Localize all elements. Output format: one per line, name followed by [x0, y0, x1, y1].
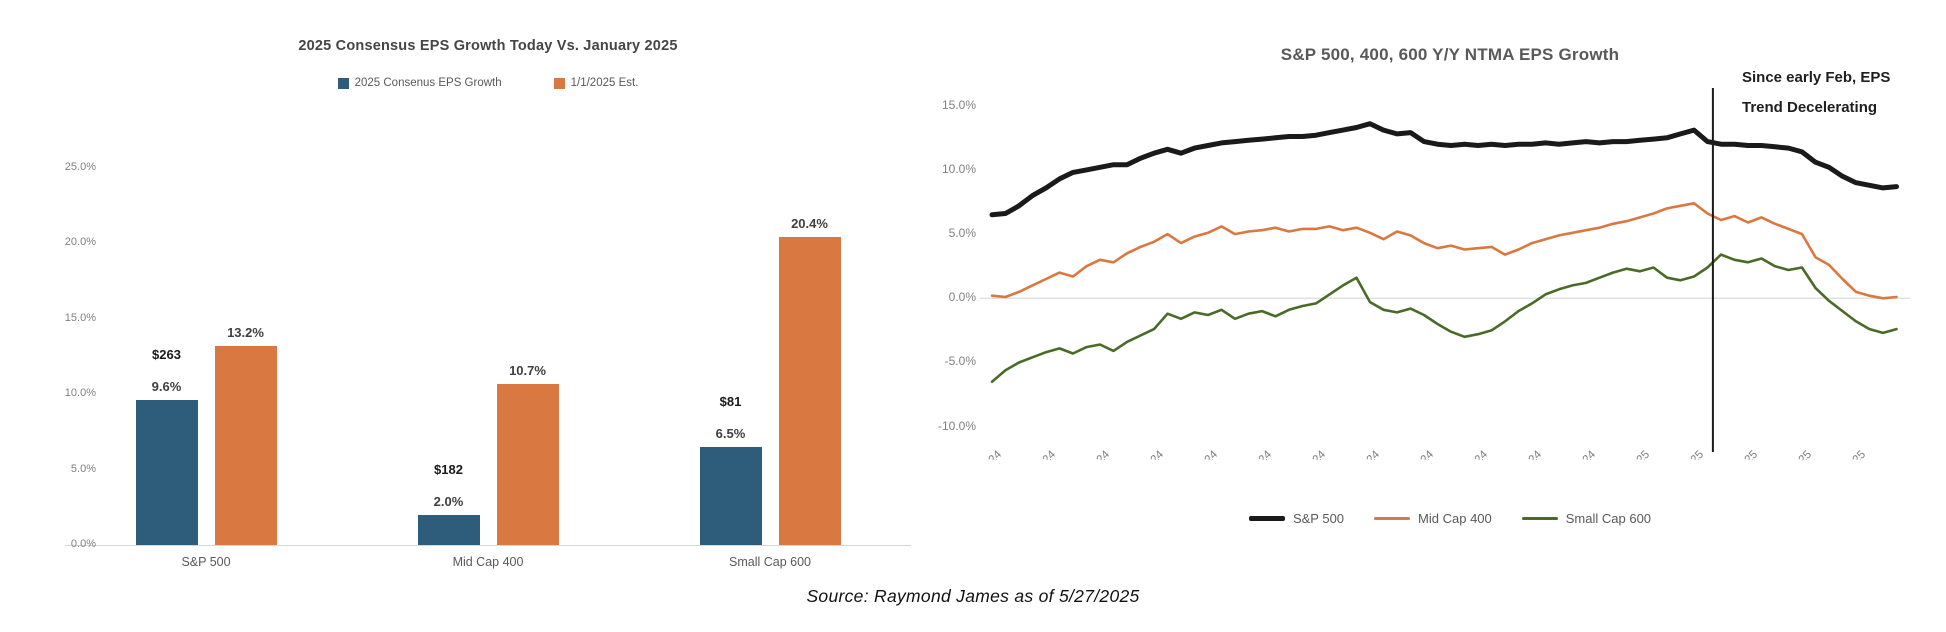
series-line-orange	[990, 202, 1898, 300]
bar-value-label: 9.6%	[151, 379, 182, 395]
x-tick-label: 4/3/2025	[1774, 449, 1814, 460]
x-tick-label: 12/3/2024	[1553, 448, 1598, 460]
bar-blue	[699, 446, 762, 545]
legend-label: S&P 500	[1292, 511, 1345, 526]
category-label: S&P 500	[181, 555, 231, 569]
x-tick-label: 11/3/2024	[1500, 448, 1544, 460]
trend-annotation-line2: Trend Decelerating	[1742, 99, 1878, 116]
y-tick-label: 15.0%	[64, 311, 96, 324]
bar-value-label: 10.7%	[509, 362, 546, 378]
bar-value-label: 2.0%	[433, 493, 464, 509]
legend-item-consensus-eps-growth: 2025 Consenus EPS Growth	[337, 77, 502, 89]
x-tick-label: 4/3/2024	[1126, 448, 1167, 460]
legend-label: 2025 Consenus EPS Growth	[354, 77, 502, 89]
ntma-eps-growth-line-chart: S&P 500, 400, 600 Y/Y NTMA EPS Growth 15…	[930, 25, 1946, 585]
x-tick-label: 7/3/2024	[1288, 448, 1329, 460]
y-tick-label: 10.0%	[941, 161, 976, 176]
eps-growth-bar-chart: 2025 Consensus EPS Growth Today Vs. Janu…	[40, 25, 920, 585]
trend-annotation-line1: Since early Feb, EPS	[1742, 69, 1891, 86]
legend-line-black	[1248, 516, 1285, 521]
legend-label: 1/1/2025 Est.	[570, 77, 639, 89]
bar-orange	[496, 383, 559, 545]
x-tick-label: 5/3/2024	[1180, 448, 1221, 460]
x-tick-label: 2/3/2024	[1018, 448, 1059, 460]
series-line-black	[989, 121, 1899, 218]
bar-dollar-label: $263	[152, 347, 181, 363]
legend-item-smallcap600: Small Cap 600	[1521, 511, 1652, 526]
x-tick-label: 10/3/2024	[1445, 448, 1490, 460]
x-tick-label: 3/3/2024	[1072, 448, 1113, 460]
y-tick-label: 0.0%	[70, 538, 96, 550]
legend-item-midcap400: Mid Cap 400	[1374, 511, 1492, 526]
bar-dollar-label: $182	[434, 461, 463, 477]
y-tick-label: 0.0%	[948, 290, 976, 305]
y-tick-label: 5.0%	[70, 462, 96, 475]
source-note: Source: Raymond James as of 5/27/2025	[806, 586, 1140, 606]
y-tick-label: 25.0%	[64, 160, 96, 173]
category-label: Mid Cap 400	[452, 555, 524, 569]
x-tick-label: 6/3/2024	[1234, 448, 1275, 460]
y-tick-label: 5.0%	[948, 226, 976, 241]
x-tick-label: 1/3/2024	[980, 448, 1005, 460]
y-tick-label: 10.0%	[64, 387, 96, 400]
y-tick-label: -10.0%	[937, 418, 976, 433]
y-tick-label: 20.0%	[64, 236, 96, 249]
bar-value-label: 20.4%	[791, 216, 828, 232]
bar-blue	[135, 400, 198, 545]
legend-line-orange	[1374, 516, 1411, 521]
x-tick-label: 9/3/2024	[1396, 448, 1437, 460]
y-tick-label: -5.0%	[944, 354, 976, 369]
y-tick-label: 15.0%	[941, 97, 976, 112]
legend-label: Mid Cap 400	[1418, 511, 1492, 526]
bar-blue	[417, 514, 480, 545]
category-label: Small Cap 600	[729, 555, 811, 569]
x-tick-label: 1/3/2025	[1612, 449, 1652, 460]
bar-value-label: 13.2%	[227, 324, 264, 340]
x-tick-label: 2/3/2025	[1666, 449, 1706, 460]
x-tick-label: 5/3/2025	[1828, 449, 1868, 460]
bar-chart-legend: 2025 Consenus EPS Growth 1/1/2025 Est.	[65, 77, 911, 89]
trend-annotation: Since early Feb, EPS Trend Decelerating	[1742, 63, 1946, 123]
legend-line-green	[1521, 516, 1558, 521]
legend-item-sp500: S&P 500	[1248, 511, 1345, 526]
bar-orange	[214, 345, 277, 545]
legend-swatch-blue	[337, 77, 349, 89]
legend-swatch-orange	[553, 77, 565, 89]
legend-item-jan-2025-estimate: 1/1/2025 Est.	[553, 77, 639, 89]
bar-orange	[778, 237, 841, 545]
x-tick-label: 3/3/2025	[1720, 449, 1760, 460]
bar-dollar-label: $81	[719, 393, 742, 409]
bar-chart-plot-area: 9.6% $263 13.2% S&P 500 2.0% $182 10.7% Mid Cap…	[65, 130, 911, 569]
line-chart-title: S&P 500, 400, 600 Y/Y NTMA EPS Growth	[1280, 45, 1620, 64]
legend-label: Small Cap 600	[1565, 511, 1652, 526]
line-chart-legend: S&P 500 Mid Cap 400 Small Cap 600	[985, 511, 1915, 526]
x-tick-label: 8/3/2024	[1342, 448, 1383, 460]
line-chart-canvas: 1/3/2024 2/3/2024 3/3/2024 4/3/2024 5/3/2024…	[980, 88, 1910, 460]
bar-chart-title: 2025 Consensus EPS Growth Today Vs. Janu…	[298, 38, 678, 54]
series-line-green	[990, 253, 1898, 384]
bar-value-label: 6.5%	[715, 425, 746, 441]
